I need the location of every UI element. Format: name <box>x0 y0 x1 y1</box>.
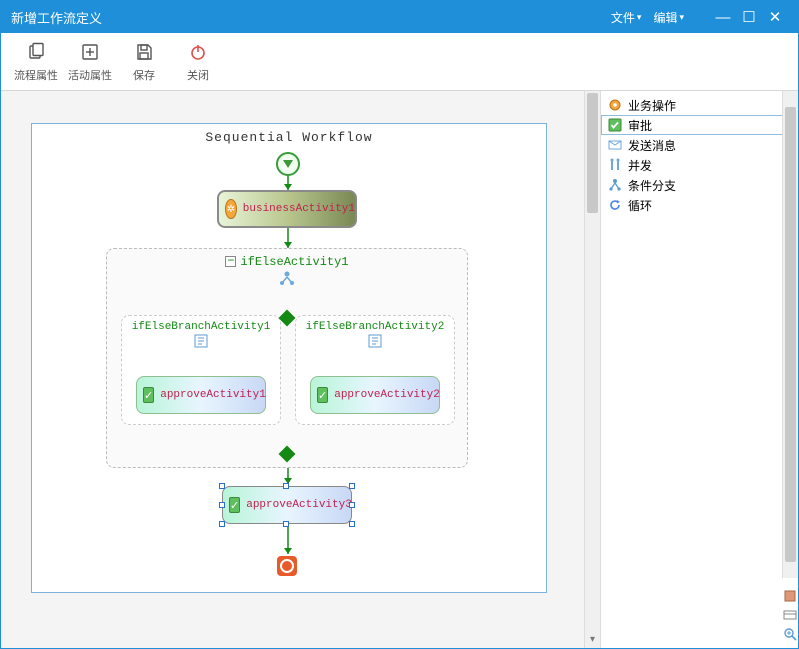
palette-item-label: 循环 <box>628 197 652 214</box>
ifelse-title: −ifElseActivity1 <box>107 249 467 269</box>
diagram-title: Sequential Workflow <box>32 124 546 147</box>
window-title: 新增工作流定义 <box>11 8 605 27</box>
parallel-icon <box>607 157 623 173</box>
save-icon <box>117 40 171 64</box>
branch-icon <box>607 177 623 193</box>
approve-activity-3[interactable]: ✓ approveActivity3 <box>222 486 352 524</box>
gear-icon: ✲ <box>225 199 237 219</box>
ifelse-branch-2[interactable]: ifElseBranchActivity2 ✓ approveActivity2 <box>295 315 455 425</box>
start-node[interactable] <box>276 152 300 176</box>
minimize-button[interactable]: — <box>710 9 736 26</box>
zoom-button[interactable] <box>782 626 798 642</box>
workflow-canvas[interactable]: Sequential Workflow ✲ businessActivity1 … <box>1 91 600 648</box>
check-icon: ✓ <box>143 387 154 403</box>
palette-item-label: 发送消息 <box>628 137 676 154</box>
approve-activity-1[interactable]: ✓ approveActivity1 <box>136 376 266 414</box>
palette-item-label: 条件分支 <box>628 177 676 194</box>
mail-icon <box>607 137 623 153</box>
palette-scrollbar[interactable] <box>782 91 798 578</box>
maximize-button[interactable]: ☐ <box>736 8 762 26</box>
palette-item-loop[interactable]: 循环 <box>601 195 798 215</box>
activity-props-button[interactable]: 活动属性 <box>63 40 117 83</box>
flow-props-button[interactable]: 流程属性 <box>9 40 63 83</box>
palette-item-mail[interactable]: 发送消息 <box>601 135 798 155</box>
new-icon <box>63 40 117 64</box>
menu-edit[interactable]: 编辑▾ <box>653 9 684 26</box>
menu-file[interactable]: 文件▾ <box>611 9 642 26</box>
approve-activity-2[interactable]: ✓ approveActivity2 <box>310 376 440 414</box>
scroll-down-icon[interactable]: ▾ <box>585 632 600 648</box>
ifelse-branch-1[interactable]: ifElseBranchActivity1 ✓ approveActivity1 <box>121 315 281 425</box>
ifelse-activity[interactable]: −ifElseActivity1 ifElseBranchActivity1 ✓… <box>106 248 468 468</box>
save-button[interactable]: 保存 <box>117 40 171 83</box>
check-icon <box>607 117 623 133</box>
branch-node-icon <box>122 334 280 351</box>
copy-icon <box>9 40 63 64</box>
palette-item-gear[interactable]: 业务操作 <box>601 95 798 115</box>
check-icon: ✓ <box>229 497 240 513</box>
palette-item-label: 并发 <box>628 157 652 174</box>
gear-icon <box>607 97 623 113</box>
toolbar: 流程属性 活动属性 保存 关闭 <box>1 33 798 91</box>
loop-icon <box>607 197 623 213</box>
scroll-thumb[interactable] <box>587 93 598 213</box>
palette-item-label: 审批 <box>628 117 652 134</box>
palette-item-parallel[interactable]: 并发 <box>601 155 798 175</box>
branch-node-icon <box>296 334 454 351</box>
palette-item-branch[interactable]: 条件分支 <box>601 175 798 195</box>
power-icon <box>171 40 225 64</box>
palette-tool-1[interactable] <box>782 588 798 604</box>
branch-icon <box>107 271 467 288</box>
collapse-icon[interactable]: − <box>225 256 236 267</box>
end-node[interactable] <box>277 556 297 576</box>
activity-palette: 业务操作审批发送消息并发条件分支循环 <box>600 91 798 648</box>
close-button[interactable]: 关闭 <box>171 40 225 83</box>
palette-tool-2[interactable] <box>782 607 798 623</box>
canvas-scrollbar[interactable]: ▴ ▾ <box>584 91 600 648</box>
check-icon: ✓ <box>317 387 328 403</box>
sequential-workflow: Sequential Workflow ✲ businessActivity1 … <box>31 123 547 593</box>
close-window-button[interactable]: ✕ <box>762 8 788 26</box>
palette-item-label: 业务操作 <box>628 97 676 114</box>
business-activity-node[interactable]: ✲ businessActivity1 <box>217 190 357 228</box>
palette-item-check[interactable]: 审批 <box>601 115 798 135</box>
title-bar: 新增工作流定义 文件▾ 编辑▾ — ☐ ✕ <box>1 1 798 33</box>
